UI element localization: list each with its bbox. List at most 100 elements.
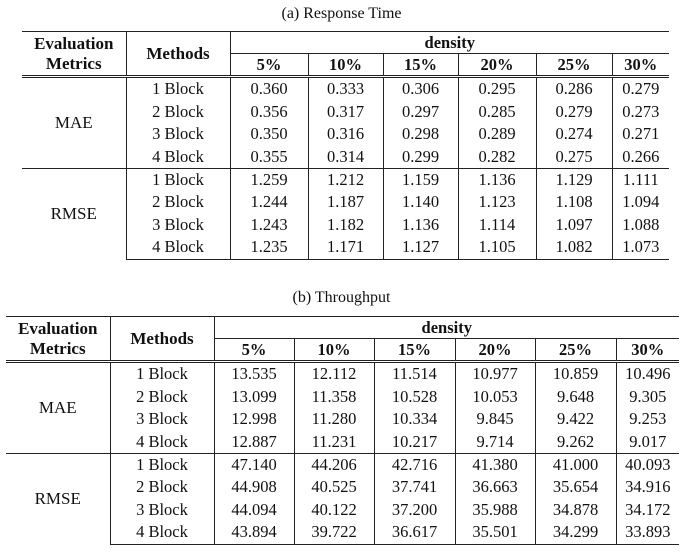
value-cell: 9.714 xyxy=(455,430,536,453)
value-cell: 41.000 xyxy=(535,452,617,476)
method-cell: 2 Block xyxy=(126,191,231,214)
value-cell: 0.317 xyxy=(308,100,384,123)
value-cell: 9.305 xyxy=(629,386,667,406)
value-cell: 0.273 xyxy=(622,101,660,121)
header-methods: Methods xyxy=(126,31,231,78)
value-cell: 34.916 xyxy=(625,477,671,497)
header-density-25: 25% xyxy=(536,53,613,78)
table-row: 3 Block 1.243 1.182 1.136 1.114 1.097 1.… xyxy=(22,213,669,236)
value-cell: 36.663 xyxy=(455,476,536,499)
value-cell: 1.259 xyxy=(230,167,309,191)
value-cell: 10.859 xyxy=(535,361,617,386)
header-density-10: 10% xyxy=(308,53,384,78)
value-cell: 1.094 xyxy=(622,192,660,212)
value-cell: 37.200 xyxy=(374,498,456,521)
method-cell: 3 Block xyxy=(126,123,231,146)
value-cell: 0.271 xyxy=(622,124,660,144)
value-cell: 0.350 xyxy=(230,123,309,146)
value-cell: 47.140 xyxy=(214,452,295,476)
header-methods: Methods xyxy=(110,316,215,363)
value-cell: 1.097 xyxy=(536,213,613,236)
value-cell: 0.285 xyxy=(458,100,537,123)
value-cell: 0.299 xyxy=(383,145,459,168)
header-density-25: 25% xyxy=(535,338,617,363)
value-cell: 1.123 xyxy=(458,191,537,214)
value-cell: 1.243 xyxy=(230,213,309,236)
value-cell: 10.977 xyxy=(455,361,536,386)
header-density-5: 5% xyxy=(230,53,309,78)
value-cell: 0.286 xyxy=(536,76,613,101)
value-cell: 0.333 xyxy=(308,76,384,101)
method-cell: 4 Block xyxy=(110,521,215,545)
value-cell: 44.094 xyxy=(214,498,295,521)
value-cell: 40.093 xyxy=(616,452,680,476)
metric-label: MAE xyxy=(6,361,111,453)
value-cell: 0.297 xyxy=(383,100,459,123)
value-cell: 33.893 xyxy=(616,521,680,545)
value-cell: 42.716 xyxy=(374,452,456,476)
value-cell: 1.212 xyxy=(308,167,384,191)
value-cell: 1.136 xyxy=(458,167,537,191)
value-cell: 0.356 xyxy=(230,100,309,123)
value-cell: 9.422 xyxy=(535,408,617,431)
value-cell: 0.355 xyxy=(230,145,309,168)
header-density-30: 30% xyxy=(612,53,670,78)
value-cell: 10.217 xyxy=(374,430,456,453)
value-cell: 1.235 xyxy=(230,236,309,260)
value-cell: 44.206 xyxy=(294,452,375,476)
value-cell: 39.722 xyxy=(294,521,375,545)
value-cell: 13.099 xyxy=(214,385,295,408)
value-cell: 9.017 xyxy=(629,431,667,451)
value-cell: 1.159 xyxy=(383,167,459,191)
value-cell: 37.741 xyxy=(374,476,456,499)
value-cell: 13.535 xyxy=(214,361,295,386)
value-cell: 9.253 xyxy=(629,409,667,429)
value-cell: 0.279 xyxy=(622,79,660,99)
caption-response-time: (a) Response Time xyxy=(281,5,402,22)
table-row: 2 Block 1.244 1.187 1.140 1.123 1.108 1.… xyxy=(22,191,669,214)
method-cell: 1 Block xyxy=(110,452,215,476)
value-cell: 0.279 xyxy=(536,100,613,123)
value-cell: 34.172 xyxy=(625,499,671,519)
header-evaluation-metrics: Evaluation Metrics xyxy=(6,316,111,363)
value-cell: 0.274 xyxy=(536,123,613,146)
method-cell: 3 Block xyxy=(126,213,231,236)
value-cell: 1.088 xyxy=(622,214,660,234)
table-row: 2 Block 44.908 40.525 37.741 36.663 35.6… xyxy=(6,476,679,499)
metric-label: MAE xyxy=(22,76,127,168)
value-cell: 43.894 xyxy=(214,521,295,545)
table-row: 4 Block 43.894 39.722 36.617 35.501 34.2… xyxy=(6,521,680,545)
value-cell: 12.887 xyxy=(214,430,295,453)
method-cell: 3 Block xyxy=(110,498,215,521)
table-row: MAE 1 Block 13.535 12.112 11.514 10.977 … xyxy=(6,361,679,453)
table-row: 3 Block 44.094 40.122 37.200 35.988 34.8… xyxy=(6,498,679,521)
table-row: RMSE 1 Block 1.259 1.212 1.159 1.136 1.1… xyxy=(22,167,670,259)
table-response-time: Evaluation Metrics Methods density 5% 10%… xyxy=(22,31,670,260)
value-cell: 1.171 xyxy=(308,236,384,260)
header-density-20: 20% xyxy=(455,338,536,363)
value-cell: 44.908 xyxy=(214,476,295,499)
table-row: 3 Block 12.998 11.280 10.334 9.845 9.422… xyxy=(6,408,679,431)
value-cell: 1.114 xyxy=(458,213,537,236)
value-cell: 0.314 xyxy=(308,145,384,168)
table-row: 3 Block 0.350 0.316 0.298 0.289 0.274 0.… xyxy=(22,123,669,146)
value-cell: 0.289 xyxy=(458,123,537,146)
value-cell: 0.316 xyxy=(308,123,384,146)
value-cell: 34.299 xyxy=(535,521,617,545)
header-density-15: 15% xyxy=(383,53,459,78)
value-cell: 10.334 xyxy=(374,408,456,431)
value-cell: 35.501 xyxy=(455,521,536,545)
value-cell: 35.654 xyxy=(535,476,617,499)
table-row: 4 Block 12.887 11.231 10.217 9.714 9.262… xyxy=(6,430,679,453)
value-cell: 41.380 xyxy=(455,452,536,476)
header-evaluation-metrics: Evaluation Metrics xyxy=(22,31,127,78)
metric-label: RMSE xyxy=(22,167,127,259)
value-cell: 11.280 xyxy=(294,408,375,431)
header-density: density xyxy=(230,31,670,54)
method-cell: 1 Block xyxy=(126,76,231,101)
value-cell: 1.187 xyxy=(308,191,384,214)
header-density-30: 30% xyxy=(616,338,680,363)
value-cell: 9.262 xyxy=(535,430,617,453)
method-cell: 3 Block xyxy=(110,408,215,431)
value-cell: 0.306 xyxy=(383,76,459,101)
